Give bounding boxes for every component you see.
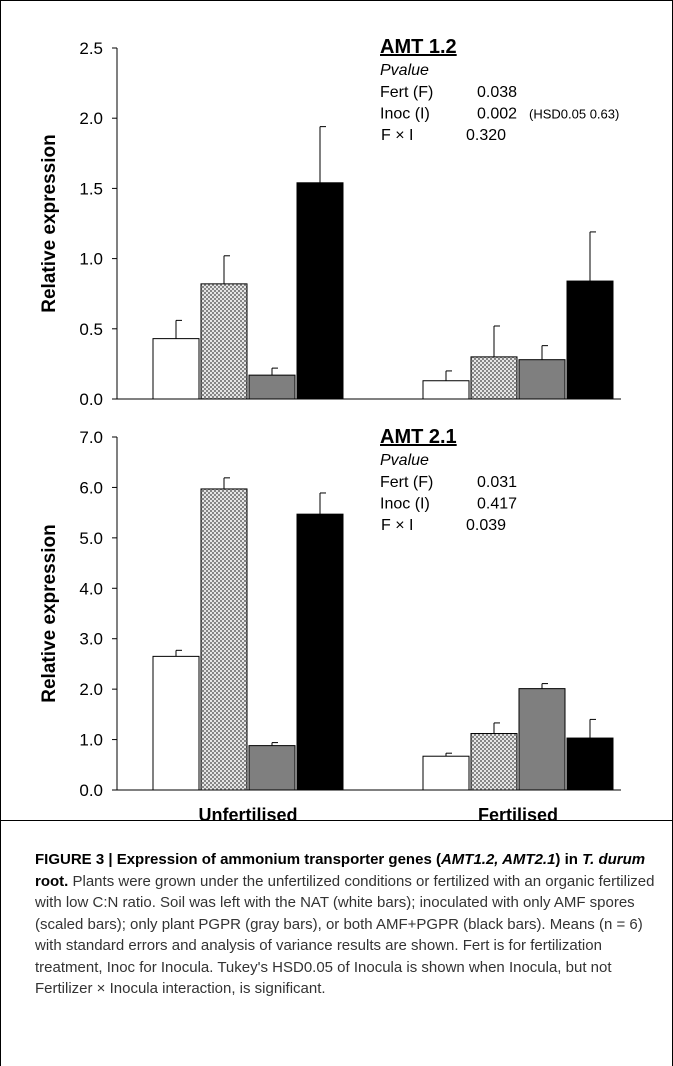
- stats-note: (HSD0.05 0.63): [529, 107, 619, 122]
- stats-heading: Pvalue: [380, 62, 429, 79]
- bar: [566, 280, 614, 400]
- y-tick-label: 0.5: [79, 320, 103, 339]
- caption-genes: AMT1.2, AMT2.1: [440, 851, 556, 868]
- bar: [518, 359, 566, 400]
- x-axis-category-labels: Unfertilised Fertilised: [198, 805, 558, 821]
- caption-text: FIGURE 3 | Expression of ammonium transp…: [35, 849, 660, 1000]
- chart-amt12: 0.0 0.5 1.0 1.5 2.0 2.5 Relative expression AMT…: [39, 36, 621, 409]
- stats-value: 0.320: [466, 127, 506, 144]
- caption-body: Plants were grown under the unfertilized…: [35, 872, 655, 998]
- y-tick-label: 1.0: [79, 250, 103, 269]
- x-category-label: Fertilised: [478, 805, 558, 821]
- bar: [200, 283, 248, 400]
- stats-label: Fert (F): [380, 84, 433, 101]
- bar: [152, 655, 200, 791]
- y-tick-label: 1.0: [79, 731, 103, 750]
- y-tick-label: 2.5: [79, 39, 103, 58]
- bar: [248, 745, 296, 791]
- x-category-label: Unfertilised: [198, 805, 297, 821]
- chart-title: AMT 1.2: [380, 36, 457, 58]
- stats-value: 0.039: [466, 517, 506, 534]
- y-axis-label: Relative expression: [39, 524, 60, 702]
- chart-title: AMT 2.1: [380, 426, 457, 448]
- bar: [422, 380, 470, 400]
- stats-label: F × I: [381, 517, 413, 534]
- figure-panel: 0.0 0.5 1.0 1.5 2.0 2.5 Relative expression AMT…: [0, 0, 673, 821]
- caption-species: T. durum: [582, 851, 646, 868]
- bar: [200, 488, 248, 791]
- caption-end: root.: [35, 872, 69, 890]
- charts-svg: 0.0 0.5 1.0 1.5 2.0 2.5 Relative expression AMT…: [39, 36, 621, 821]
- bar: [248, 374, 296, 400]
- stats-label: F × I: [381, 127, 413, 144]
- bar: [422, 755, 470, 791]
- bar: [470, 356, 518, 400]
- y-tick-label: 2.0: [79, 680, 103, 699]
- y-tick-label: 1.5: [79, 179, 103, 198]
- caption-mid: ) in: [555, 851, 583, 868]
- y-tick-label: 0.0: [79, 781, 103, 800]
- figure-caption: FIGURE 3 | Expression of ammonium transp…: [0, 820, 673, 1066]
- y-tick-label: 0.0: [79, 390, 103, 409]
- stats-value: 0.031: [477, 474, 517, 491]
- stats-label: Fert (F): [380, 474, 433, 491]
- caption-fig-label: FIGURE 3 | Expression of ammonium transp…: [35, 851, 441, 868]
- stats-label: Inoc (I): [380, 106, 430, 123]
- y-tick-label: 6.0: [79, 478, 103, 497]
- bar: [566, 737, 614, 791]
- y-tick-label: 4.0: [79, 579, 103, 598]
- stats-value: 0.417: [477, 496, 517, 513]
- y-tick-label: 5.0: [79, 529, 103, 548]
- stats-label: Inoc (I): [380, 496, 430, 513]
- bar: [296, 182, 344, 400]
- bar: [152, 338, 200, 400]
- y-tick-label: 2.0: [79, 109, 103, 128]
- y-tick-label: 3.0: [79, 630, 103, 649]
- stats-value: 0.002: [477, 106, 517, 123]
- bar: [518, 688, 566, 791]
- bar: [296, 513, 344, 791]
- chart-amt21: 0.0 1.0 2.0 3.0 4.0 5.0 6.0 7.0 Relative express…: [39, 426, 621, 800]
- stats-heading: Pvalue: [380, 452, 429, 469]
- stats-value: 0.038: [477, 84, 517, 101]
- y-axis-label: Relative expression: [39, 134, 60, 312]
- bar: [470, 733, 518, 791]
- y-tick-label: 7.0: [79, 428, 103, 447]
